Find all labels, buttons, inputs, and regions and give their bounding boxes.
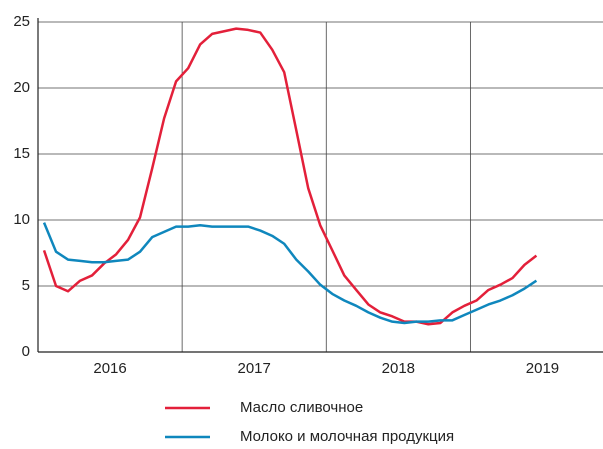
series-line xyxy=(42,27,538,326)
x-tick-label: 2018 xyxy=(382,360,415,377)
y-tick-label: 25 xyxy=(13,13,30,30)
y-tick-label: 0 xyxy=(22,343,30,360)
legend-label: Масло сливочное xyxy=(240,399,363,416)
x-tick-label: 2016 xyxy=(93,360,126,377)
y-tick-label: 20 xyxy=(13,79,30,96)
x-tick-label: 2019 xyxy=(526,360,559,377)
y-tick-label: 15 xyxy=(13,145,30,162)
y-tick-label: 10 xyxy=(13,211,30,228)
x-tick-label: 2017 xyxy=(238,360,271,377)
legend-label: Молоко и молочная продукция xyxy=(240,428,454,445)
series-line xyxy=(42,222,538,325)
y-tick-label: 5 xyxy=(22,277,30,294)
